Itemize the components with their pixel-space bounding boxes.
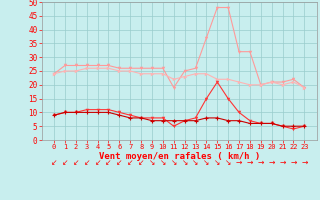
Text: ↙: ↙ bbox=[51, 158, 57, 167]
Text: →: → bbox=[301, 158, 308, 167]
Text: ↙: ↙ bbox=[73, 158, 79, 167]
Text: ↙: ↙ bbox=[62, 158, 68, 167]
Text: ↘: ↘ bbox=[214, 158, 220, 167]
X-axis label: Vent moyen/en rafales ( km/h ): Vent moyen/en rafales ( km/h ) bbox=[99, 152, 260, 161]
Text: ↘: ↘ bbox=[192, 158, 199, 167]
Text: ↙: ↙ bbox=[105, 158, 112, 167]
Text: ↘: ↘ bbox=[181, 158, 188, 167]
Text: →: → bbox=[279, 158, 286, 167]
Text: ↘: ↘ bbox=[171, 158, 177, 167]
Text: ↘: ↘ bbox=[225, 158, 231, 167]
Text: ↘: ↘ bbox=[149, 158, 155, 167]
Text: ↙: ↙ bbox=[116, 158, 123, 167]
Text: ↙: ↙ bbox=[138, 158, 144, 167]
Text: →: → bbox=[236, 158, 242, 167]
Text: ↙: ↙ bbox=[84, 158, 90, 167]
Text: ↙: ↙ bbox=[127, 158, 133, 167]
Text: ↘: ↘ bbox=[203, 158, 210, 167]
Text: ↘: ↘ bbox=[160, 158, 166, 167]
Text: →: → bbox=[290, 158, 297, 167]
Text: →: → bbox=[247, 158, 253, 167]
Text: ↙: ↙ bbox=[94, 158, 101, 167]
Text: →: → bbox=[258, 158, 264, 167]
Text: →: → bbox=[268, 158, 275, 167]
